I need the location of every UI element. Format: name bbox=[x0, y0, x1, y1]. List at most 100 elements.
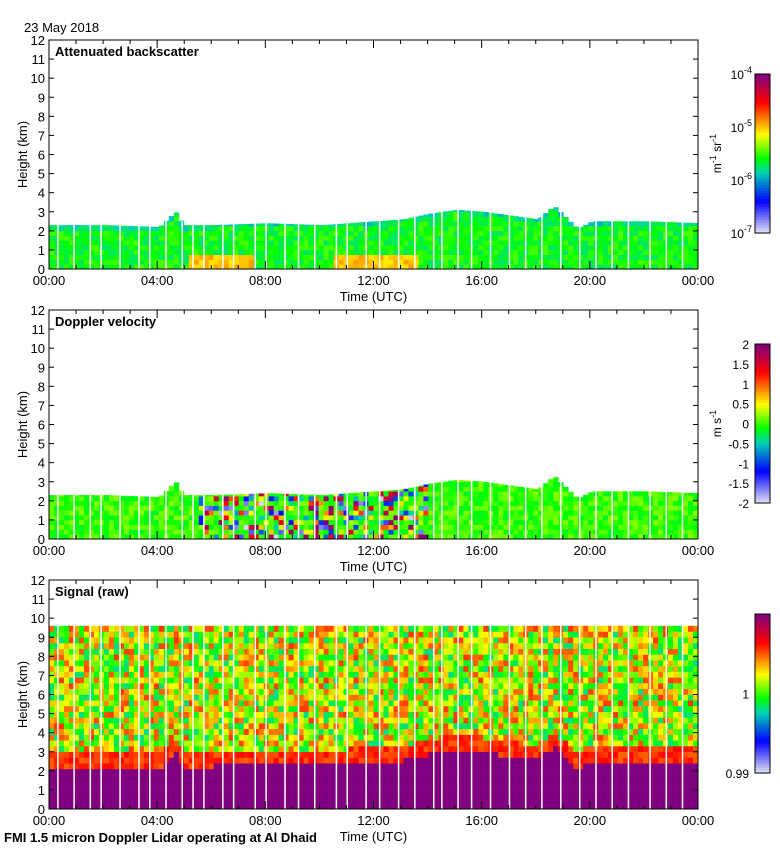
heatmap-cell bbox=[423, 515, 429, 521]
heatmap-cell bbox=[103, 259, 110, 265]
heatmap-cell bbox=[343, 230, 349, 236]
heatmap-cell bbox=[223, 259, 230, 265]
heatmap-cell bbox=[118, 500, 125, 506]
heatmap-cell bbox=[74, 495, 80, 497]
heatmap-cell bbox=[473, 519, 479, 525]
heatmap-cell bbox=[463, 486, 469, 492]
heatmap-cell bbox=[638, 230, 644, 236]
heatmap-cell bbox=[59, 519, 65, 525]
heatmap-cell bbox=[293, 660, 299, 667]
heatmap-cell bbox=[608, 519, 614, 525]
heatmap-cell bbox=[238, 494, 245, 497]
heatmap-cell bbox=[548, 240, 554, 246]
heatmap-cell bbox=[133, 746, 140, 752]
heatmap-cell bbox=[88, 723, 95, 730]
heatmap-cell bbox=[393, 491, 399, 497]
heatmap-cell bbox=[318, 254, 324, 260]
heatmap-cell bbox=[198, 637, 205, 644]
data-gap bbox=[73, 491, 75, 539]
heatmap-cell bbox=[218, 505, 225, 511]
heatmap-cell bbox=[573, 496, 579, 502]
heatmap-cell bbox=[498, 254, 504, 260]
heatmap-cell bbox=[693, 529, 699, 535]
heatmap-cell bbox=[158, 677, 165, 684]
heatmap-cell bbox=[303, 496, 309, 502]
heatmap-cell bbox=[448, 216, 454, 222]
heatmap-cell bbox=[268, 757, 275, 764]
heatmap-cell bbox=[588, 534, 594, 540]
heatmap-cell bbox=[93, 631, 100, 638]
heatmap-cell bbox=[288, 230, 294, 236]
heatmap-cell bbox=[64, 688, 70, 695]
heatmap-cell bbox=[448, 529, 454, 535]
heatmap-cell bbox=[228, 797, 235, 804]
heatmap-cell bbox=[183, 264, 190, 270]
heatmap-cell bbox=[49, 500, 55, 506]
heatmap-cell bbox=[618, 245, 624, 251]
heatmap-cell bbox=[478, 534, 484, 540]
heatmap-cell bbox=[323, 245, 329, 251]
heatmap-cell bbox=[143, 259, 150, 265]
heatmap-cell bbox=[548, 481, 554, 487]
heatmap-cell bbox=[59, 524, 65, 530]
heatmap-cell bbox=[453, 519, 459, 525]
heatmap-cell bbox=[79, 774, 85, 781]
heatmap-cell bbox=[248, 505, 255, 511]
heatmap-cell bbox=[253, 797, 260, 804]
heatmap-cell bbox=[543, 216, 549, 222]
heatmap-cell bbox=[208, 751, 215, 758]
heatmap-cell bbox=[313, 226, 319, 232]
heatmap-cell bbox=[248, 728, 255, 735]
heatmap-cell bbox=[608, 515, 614, 521]
heatmap-cell bbox=[93, 786, 100, 793]
heatmap-cell bbox=[638, 529, 644, 535]
heatmap-cell bbox=[638, 491, 644, 497]
heatmap-cell bbox=[148, 723, 155, 730]
heatmap-cell bbox=[568, 264, 574, 270]
heatmap-cell bbox=[178, 226, 185, 232]
heatmap-cell bbox=[583, 494, 589, 497]
heatmap-cell bbox=[303, 711, 309, 718]
heatmap-cell bbox=[79, 245, 85, 251]
heatmap-cell bbox=[308, 780, 314, 787]
heatmap-cell bbox=[368, 534, 374, 540]
heatmap-cell bbox=[423, 510, 429, 516]
heatmap-cell bbox=[513, 249, 519, 255]
heatmap-cell bbox=[278, 700, 284, 707]
heatmap-cell bbox=[198, 524, 205, 530]
heatmap-cell bbox=[283, 500, 289, 506]
heatmap-cell bbox=[49, 249, 55, 255]
heatmap-cell bbox=[308, 660, 314, 667]
heatmap-cell bbox=[118, 259, 125, 265]
heatmap-cell bbox=[623, 264, 629, 270]
heatmap-cell bbox=[628, 259, 634, 265]
heatmap-cell bbox=[108, 495, 115, 497]
heatmap-cell bbox=[248, 763, 255, 770]
heatmap-cell bbox=[478, 216, 484, 222]
colorbar-swatch bbox=[755, 108, 770, 112]
heatmap-cell bbox=[483, 226, 489, 232]
heatmap-cell bbox=[278, 254, 284, 260]
heatmap-cell bbox=[253, 519, 260, 525]
heatmap-cell bbox=[123, 240, 130, 246]
heatmap-cell bbox=[69, 625, 75, 632]
heatmap-cell bbox=[688, 254, 694, 260]
heatmap-cell bbox=[83, 728, 90, 735]
heatmap-cell bbox=[103, 264, 110, 270]
heatmap-cell bbox=[74, 763, 80, 770]
heatmap-cell bbox=[113, 500, 120, 506]
heatmap-cell bbox=[358, 235, 364, 241]
heatmap-cell bbox=[298, 245, 304, 251]
heatmap-cell bbox=[273, 728, 280, 735]
heatmap-cell bbox=[293, 688, 299, 695]
heatmap-cell bbox=[553, 259, 559, 265]
heatmap-cell bbox=[308, 519, 314, 525]
heatmap-cell bbox=[548, 500, 554, 506]
heatmap-cell bbox=[59, 717, 65, 724]
heatmap-cell bbox=[153, 791, 160, 798]
heatmap-cell bbox=[93, 625, 100, 632]
heatmap-cell bbox=[158, 734, 165, 741]
heatmap-cell bbox=[74, 746, 80, 752]
heatmap-cell bbox=[143, 534, 150, 540]
heatmap-cell bbox=[338, 529, 344, 535]
